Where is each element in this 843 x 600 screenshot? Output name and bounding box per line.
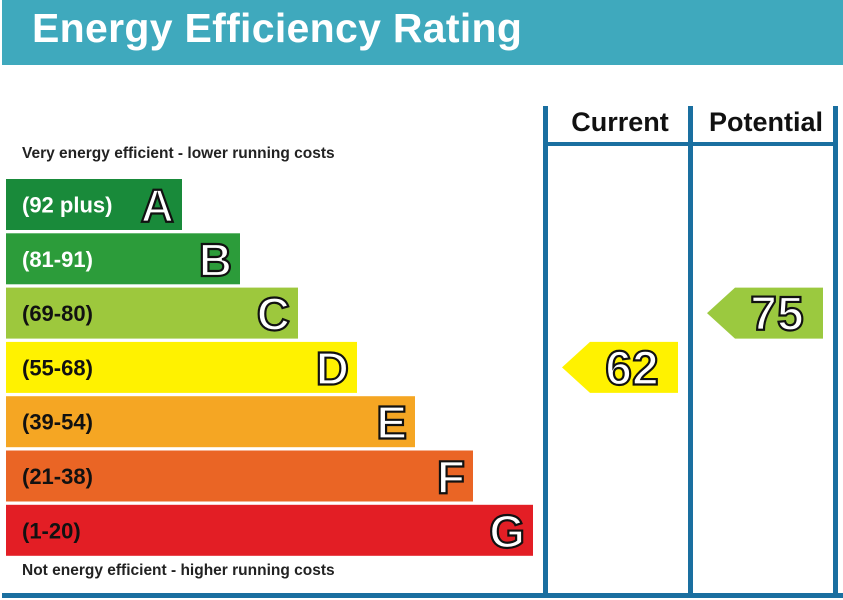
band-letter-a: A <box>141 180 174 232</box>
band-range-g: (1-20) <box>22 518 81 543</box>
band-bar-d <box>6 341 357 393</box>
band-bar-e <box>6 396 415 448</box>
rating-bars: (92 plus) A (81-91) B (69-80) C (55-68) D (39-54… <box>6 178 533 558</box>
frame-middle-line <box>688 106 693 596</box>
band-bar-c <box>6 287 298 339</box>
rating-arrows: 62 75 <box>562 287 823 396</box>
band-letter-e: E <box>376 397 407 449</box>
potential-column-header: Potential <box>709 107 823 137</box>
current-rating-arrow <box>562 341 678 393</box>
frame-left-line <box>543 106 548 596</box>
band-bar-f <box>6 450 473 502</box>
band-range-a: (92 plus) <box>22 193 112 218</box>
potential-rating-arrow <box>707 287 823 339</box>
header-bar: Energy Efficiency Rating <box>2 0 843 65</box>
top-label: Very energy efficient - lower running co… <box>22 145 335 162</box>
band-bar-a <box>6 179 182 230</box>
band-letter-d: D <box>316 342 349 394</box>
potential-rating-value: 75 <box>750 288 803 341</box>
frame-header-line <box>543 142 838 146</box>
band-range-b: (81-91) <box>22 247 93 272</box>
bottom-label: Not energy efficient - higher running co… <box>22 562 335 579</box>
band-range-d: (55-68) <box>22 355 93 380</box>
current-column-header: Current <box>571 107 669 137</box>
band-bar-b <box>6 233 240 285</box>
page-title: Energy Efficiency Rating <box>32 5 523 51</box>
band-range-c: (69-80) <box>22 301 93 326</box>
band-bar-g <box>6 504 533 556</box>
band-range-e: (39-54) <box>22 410 93 435</box>
band-letter-b: B <box>199 234 232 286</box>
band-letter-g: G <box>489 505 525 557</box>
rating-columns-frame: Current Potential <box>2 106 843 598</box>
band-letter-f: F <box>437 451 465 503</box>
current-rating-value: 62 <box>605 342 658 395</box>
band-range-f: (21-38) <box>22 464 93 489</box>
frame-bottom-line <box>2 593 843 598</box>
frame-right-line <box>833 106 838 596</box>
band-letter-c: C <box>257 288 290 340</box>
